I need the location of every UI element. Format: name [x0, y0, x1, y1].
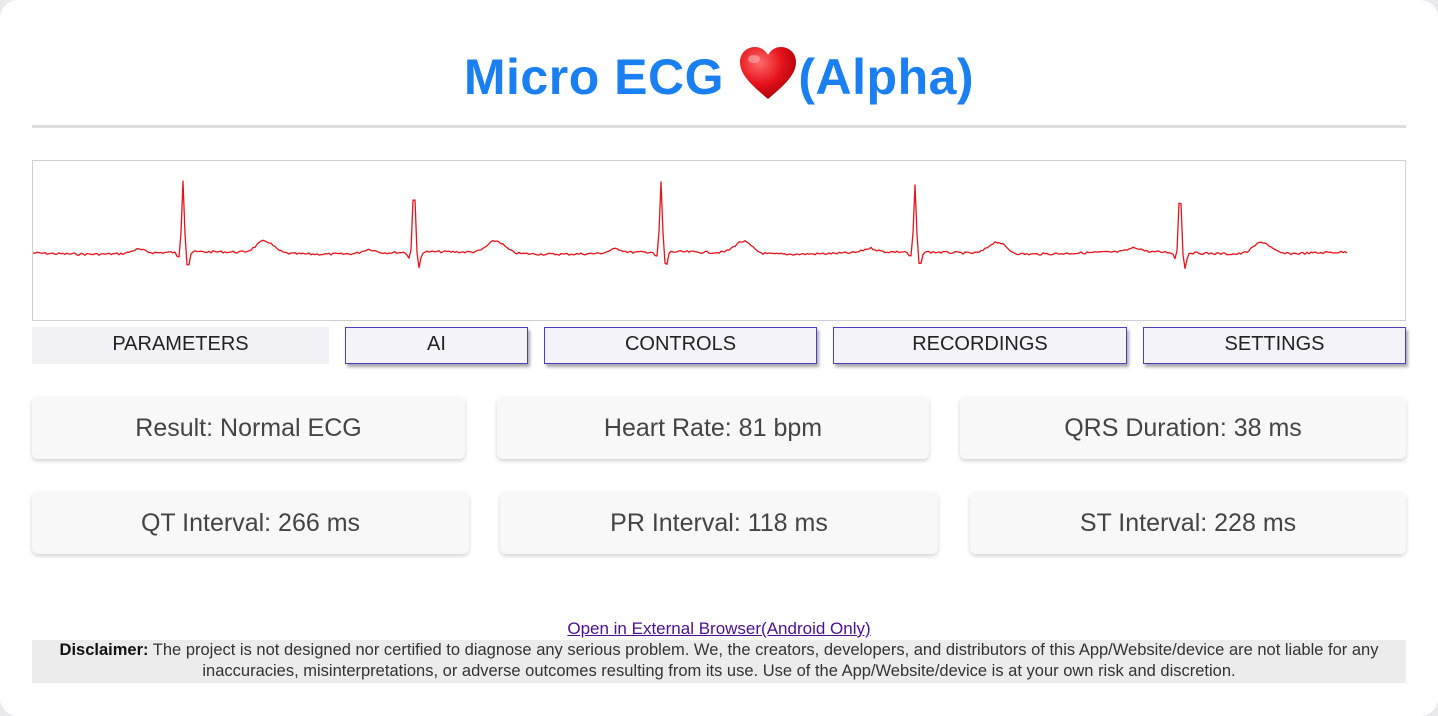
disclaimer-text: The project is not designed nor certifie…: [152, 641, 1379, 680]
metric-pr-interval: PR Interval: 118 ms: [500, 492, 938, 554]
metric-result: Result: Normal ECG: [32, 397, 465, 459]
tab-recordings[interactable]: RECORDINGS: [833, 327, 1127, 364]
ecg-plot: [32, 160, 1406, 321]
ecg-waveform: [33, 180, 1348, 270]
tab-parameters[interactable]: PARAMETERS: [32, 327, 329, 364]
metric-qrs-duration: QRS Duration: 38 ms: [960, 397, 1406, 459]
tab-bar: PARAMETERS AI CONTROLS RECORDINGS SETTIN…: [0, 327, 1438, 367]
tab-settings[interactable]: SETTINGS: [1143, 327, 1406, 364]
disclaimer: Disclaimer: The project is not designed …: [32, 640, 1406, 683]
disclaimer-label: Disclaimer:: [59, 641, 149, 659]
ecg-trace: [33, 180, 1348, 270]
metric-qt-interval: QT Interval: 266 ms: [32, 492, 469, 554]
external-browser-link[interactable]: Open in External Browser(Android Only): [567, 619, 871, 638]
metric-heart-rate: Heart Rate: 81 bpm: [497, 397, 929, 459]
heart-icon: [740, 47, 797, 99]
metric-st-interval: ST Interval: 228 ms: [970, 492, 1406, 554]
title-text: Micro ECG: [463, 49, 724, 105]
tab-controls[interactable]: CONTROLS: [544, 327, 817, 364]
title-suffix: (Alpha): [798, 49, 975, 105]
title-divider: [32, 125, 1406, 128]
page-title: Micro ECG (Alpha): [0, 42, 1438, 112]
tab-ai[interactable]: AI: [345, 327, 528, 364]
